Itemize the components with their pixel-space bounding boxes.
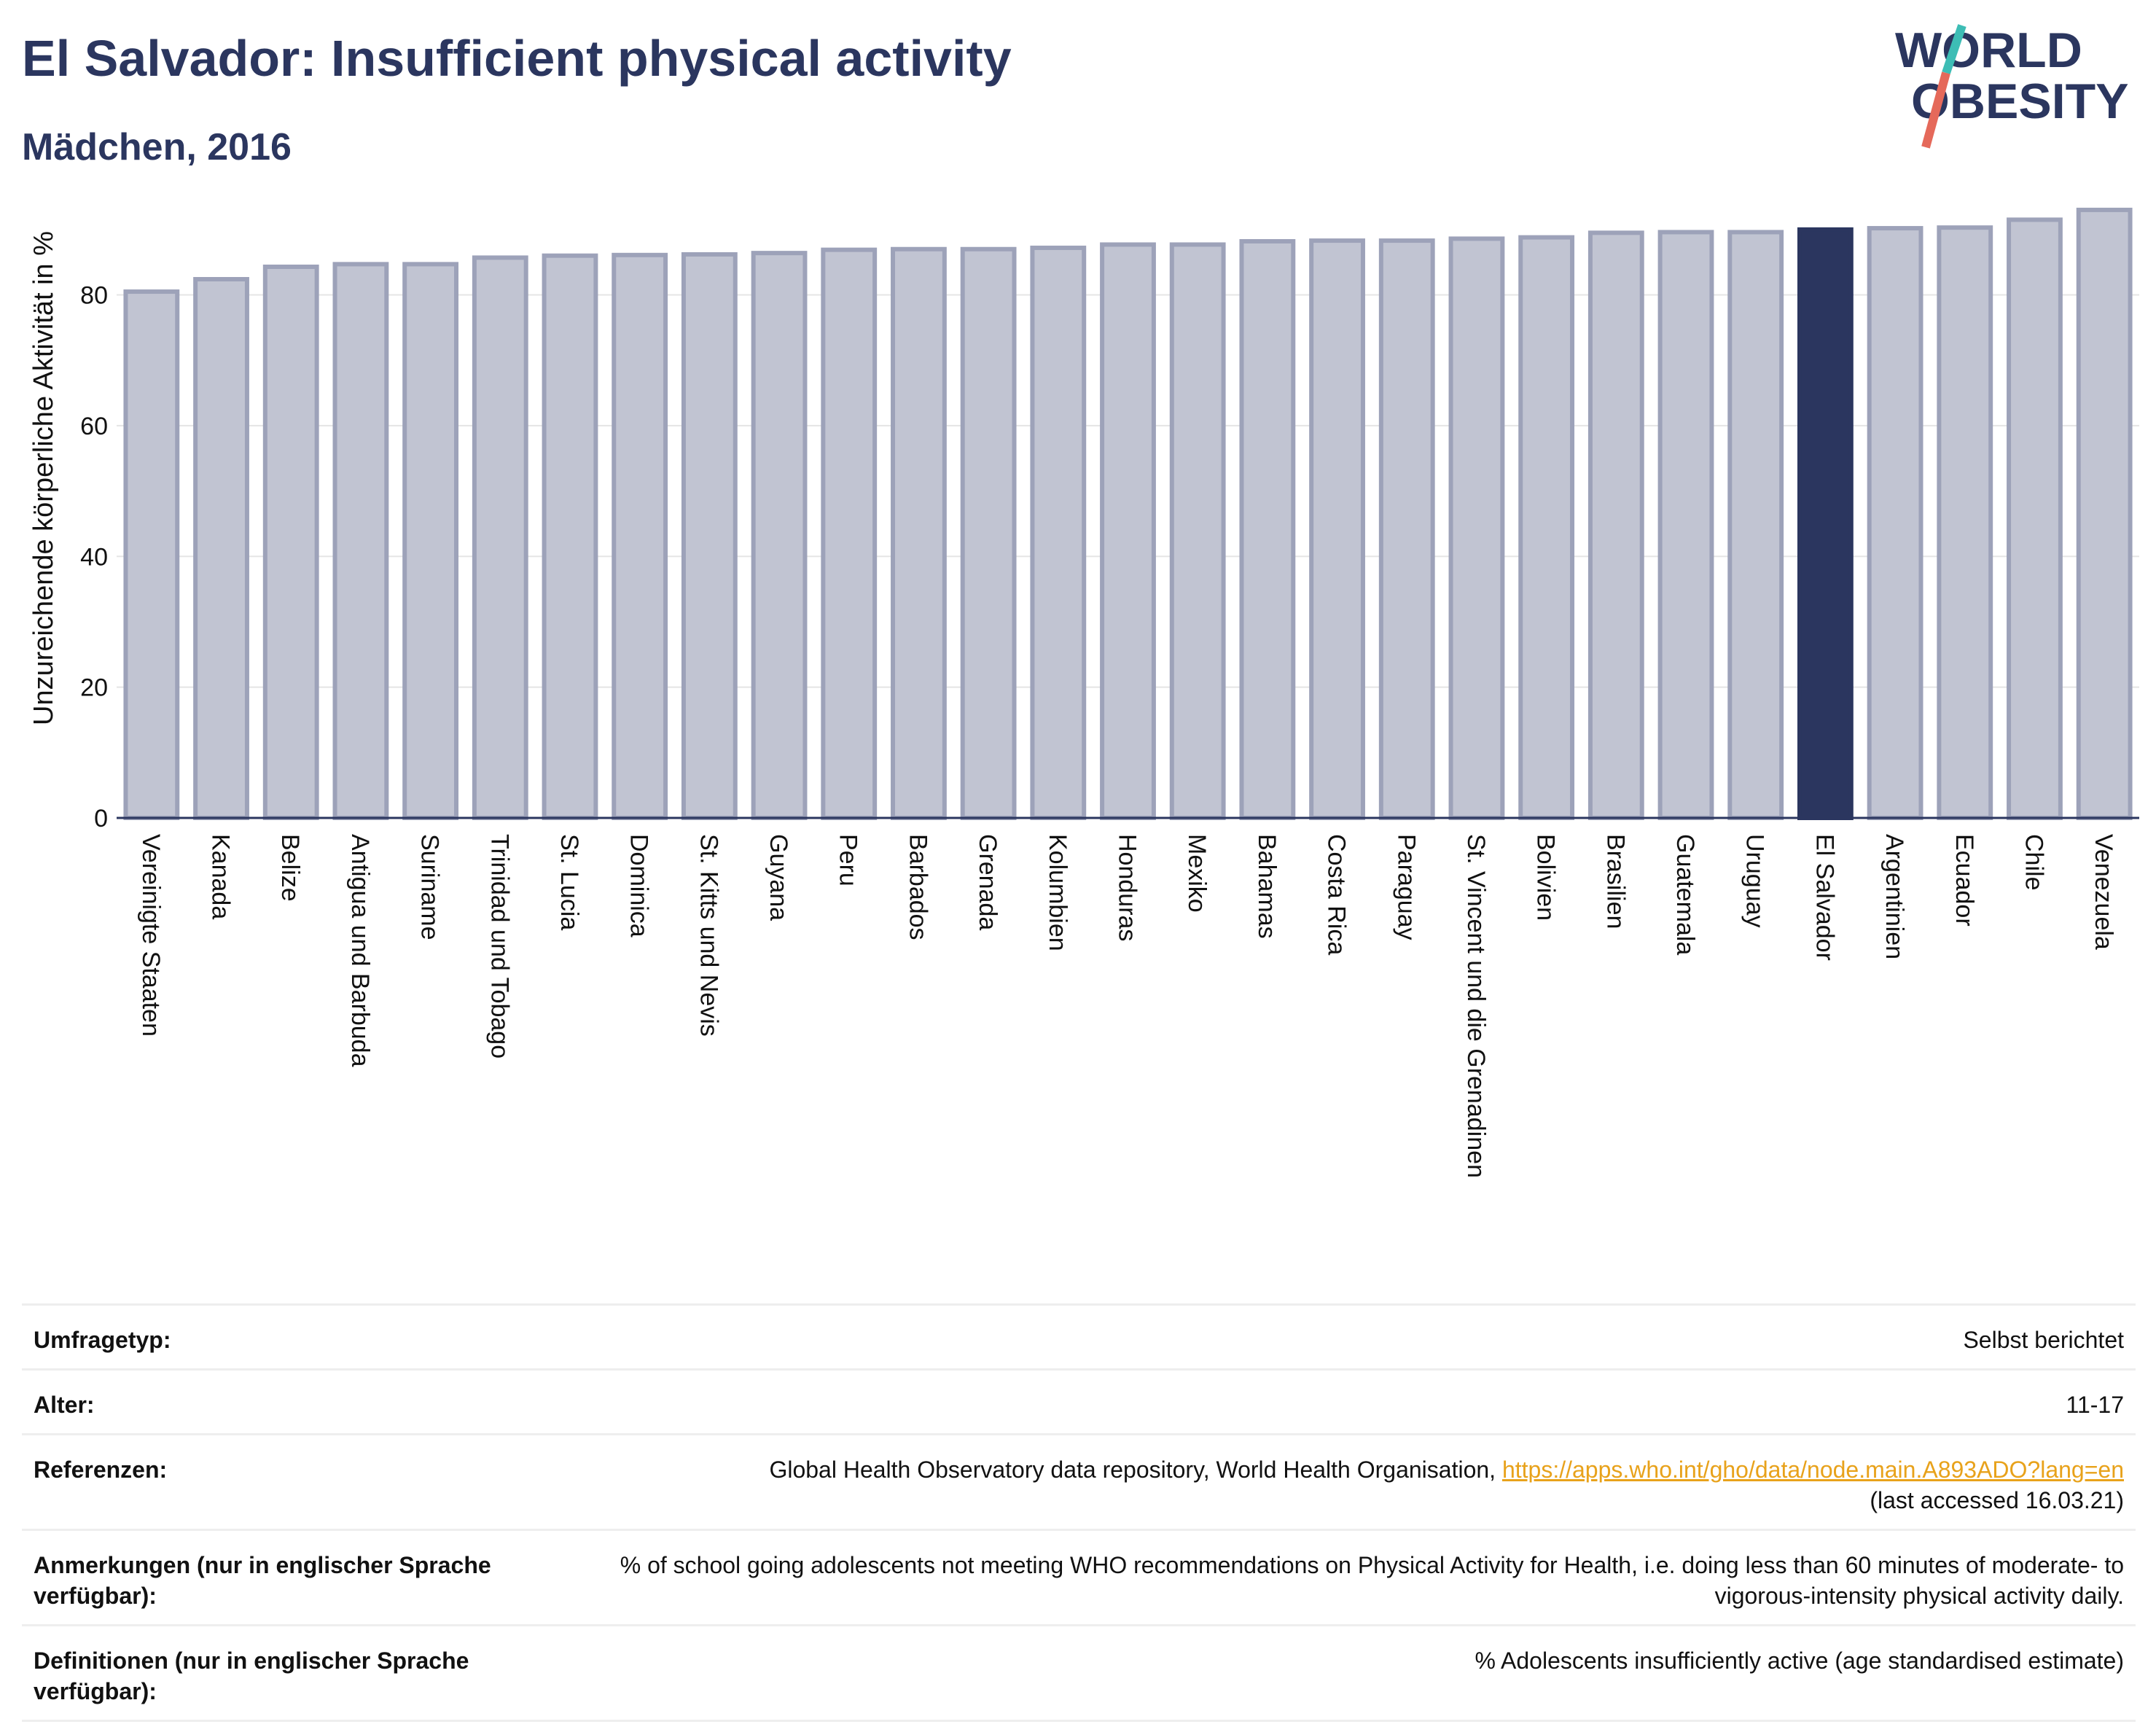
x-tick-label: Barbados [904,834,931,940]
x-tick-label: Kanada [207,834,235,919]
y-tick-label: 20 [80,674,108,702]
bar-chile[interactable] [2007,217,2063,820]
bar-vereinigte-staaten[interactable] [123,289,180,820]
info-row-definitions: Definitionen (nur in englischer Sprache … [22,1624,2136,1722]
bar-el-salvador[interactable] [1797,227,1854,820]
x-tick-label: Guatemala [1671,834,1699,955]
bar-guatemala[interactable] [1657,230,1714,821]
bar-guyana[interactable] [751,251,808,820]
bar-dominica[interactable] [612,252,668,820]
bar-uruguay[interactable] [1727,230,1784,821]
bar-venezuela[interactable] [2076,207,2133,820]
bar-grenada[interactable] [960,246,1017,820]
bars [123,207,2133,821]
info-label-definitions: Definitionen (nur in englischer Sprache … [22,1624,570,1722]
bar-antigua-und-barbuda[interactable] [332,262,389,820]
bar-st-kitts-und-nevis[interactable] [681,252,738,820]
x-tick-label: St. Kitts und Nevis [695,834,722,1037]
y-tick-label: 0 [94,805,108,833]
y-tick-label: 80 [80,282,108,310]
bar-kolumbien[interactable] [1030,245,1087,820]
info-row-references: Referenzen: Global Health Observatory da… [22,1433,2136,1531]
bar-mexiko[interactable] [1169,242,1226,820]
info-row-age: Alter: 11-17 [22,1368,2136,1435]
category-labels: Vereinigte Staaten Kanada Belize Antigua un… [137,834,2117,1178]
x-tick-label: Antigua und Barbuda [346,834,374,1067]
bar-chart: 0 20 40 60 80 Vereinigte Staaten Kanada Belize… [28,207,2139,1178]
x-tick-label: Peru [835,834,862,886]
info-value-notes: % of school going adolescents not meetin… [570,1529,2136,1626]
references-link[interactable]: https://apps.who.int/gho/data/node.main.… [1501,1457,2124,1483]
y-axis-title: Unzureichende körperliche Aktivität in % [28,231,59,725]
bar-trinidad-und-tobago[interactable] [472,255,528,820]
x-tick-label: Venezuela [2090,834,2117,950]
x-tick-label: Grenada [974,834,1001,930]
info-value-definitions: % Adolescents insufficiently active (age… [570,1624,2136,1722]
bar-bahamas[interactable] [1239,238,1296,820]
x-tick-label: Dominica [625,834,653,937]
info-value-age: 11-17 [570,1368,2136,1435]
chart-subtitle: Mädchen, 2016 [22,126,292,168]
x-tick-label: Kolumbien [1044,834,1071,951]
bar-argentinien[interactable] [1867,226,1923,821]
bar-bolivien[interactable] [1518,235,1575,821]
x-tick-label: Trinidad und Tobago [485,834,513,1058]
bar-st-vincent-und-die-grenadinen[interactable] [1448,236,1505,820]
x-tick-label: Brasilien [1601,834,1629,929]
bar-honduras[interactable] [1100,242,1156,820]
x-tick-label: Chile [2020,834,2047,890]
info-row-notes: Anmerkungen (nur in englischer Sprache v… [22,1529,2136,1626]
info-label-notes: Anmerkungen (nur in englischer Sprache v… [22,1529,570,1626]
x-tick-label: Bolivien [1532,834,1560,921]
logo-text-world: WORLD [1895,23,2082,78]
logo-slash-top [1942,24,1966,74]
x-tick-label: Costa Rica [1323,834,1351,955]
references-text: Global Health Observatory data repositor… [769,1457,1496,1483]
info-table: Umfragetyp: Selbst berichtet Alter: 11-1… [22,1303,2136,1722]
chart-title: El Salvador: Insufficient physical activ… [22,30,1012,87]
x-tick-label: Belize [276,834,304,902]
world-obesity-logo: WORLD OBESITY [1895,23,2129,149]
info-label-references: Referenzen: [22,1433,570,1531]
x-tick-label: Vereinigte Staaten [137,834,165,1037]
y-tick-label: 40 [80,543,108,571]
info-label-age: Alter: [22,1368,570,1435]
x-tick-label: Argentinien [1880,834,1908,959]
y-tick-label: 60 [80,413,108,440]
bar-brasilien[interactable] [1587,230,1644,821]
info-label-survey-type: Umfragetyp: [22,1303,570,1371]
bar-st-lucia[interactable] [542,253,598,821]
x-tick-label: Suriname [416,834,444,940]
bar-kanada[interactable] [193,277,249,821]
logo-slash-bottom [1921,71,1950,149]
x-tick-label: Honduras [1114,834,1141,941]
bar-peru[interactable] [821,247,878,820]
bar-belize[interactable] [262,264,319,820]
info-value-survey-type: Selbst berichtet [570,1303,2136,1371]
axes: 0 20 40 60 80 [80,282,2139,833]
info-value-references: Global Health Observatory data repositor… [570,1433,2136,1531]
x-tick-label: St. Vincent und die Grenadinen [1462,834,1490,1178]
x-tick-label: Ecuador [1950,834,1978,927]
x-tick-label: St. Lucia [555,834,583,930]
x-tick-label: Bahamas [1253,834,1281,939]
x-tick-label: El Salvador [1811,834,1838,961]
bar-paraguay[interactable] [1378,238,1435,820]
bar-suriname[interactable] [402,262,459,820]
x-tick-label: Paraguay [1392,834,1420,940]
bar-ecuador[interactable] [1937,225,1993,821]
info-row-survey-type: Umfragetyp: Selbst berichtet [22,1303,2136,1371]
bar-barbados[interactable] [891,246,947,820]
x-tick-label: Mexiko [1183,834,1211,913]
references-accessed: (last accessed 16.03.21) [1870,1487,2124,1513]
bar-costa-rica[interactable] [1309,238,1365,820]
x-tick-label: Uruguay [1741,834,1769,928]
x-tick-label: Guyana [765,834,792,921]
